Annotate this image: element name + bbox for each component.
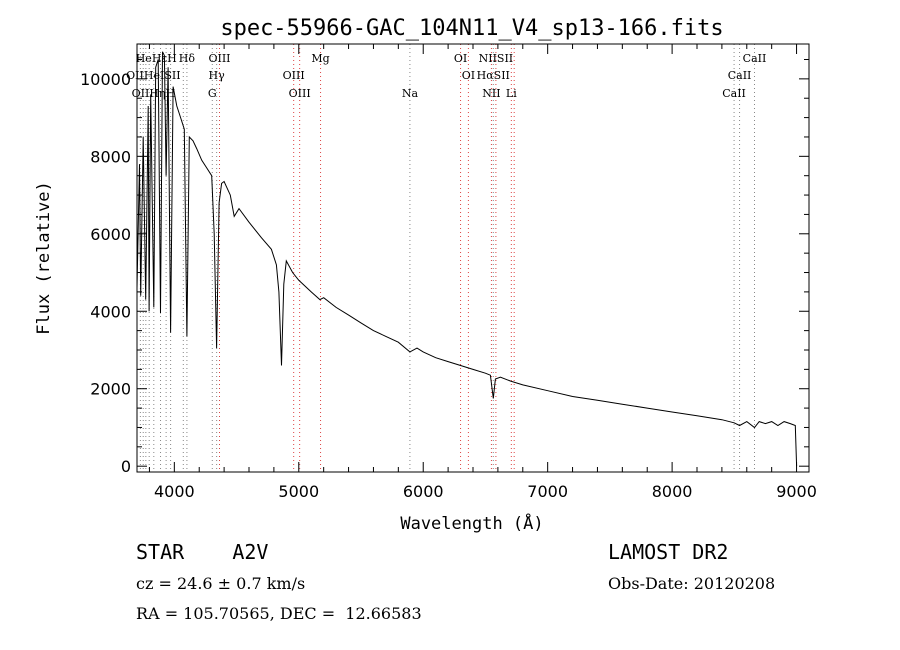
redshift-cz: cz = 24.6 ± 0.7 km/s xyxy=(136,574,306,593)
marker-label-5: CaII xyxy=(743,52,767,65)
object-class: STAR A2V xyxy=(136,540,269,564)
marker-label-11: G xyxy=(208,87,217,100)
marker-label-8: OI xyxy=(462,69,475,82)
marker-label-2: Mg xyxy=(311,52,329,65)
chart-title: spec-55966-GAC_104N11_V4_sp13-166.fits xyxy=(220,16,723,41)
observation-date: Obs-Date: 20120208 xyxy=(608,574,776,593)
y-tick-label-2000: 2000 xyxy=(90,380,131,399)
spectral-line-markers xyxy=(139,44,755,472)
marker-label-19: OIIHηH xyxy=(132,87,175,100)
marker-label-6: Hγ xyxy=(209,69,226,82)
marker-label-14: NII xyxy=(482,87,500,100)
plot-frame xyxy=(136,43,810,473)
x-axis-label: Wavelength (Å) xyxy=(400,512,543,534)
y-tick-label-0: 0 xyxy=(121,457,131,476)
y-axis-ticks: 0 2000 4000 6000 8000 10000 xyxy=(80,58,809,476)
y-tick-label-4000: 4000 xyxy=(90,302,131,321)
marker-label-7: OIII xyxy=(283,69,305,82)
marker-label-13: Na xyxy=(402,87,419,100)
x-tick-label-7000: 7000 xyxy=(527,482,568,501)
marker-label-15: Li xyxy=(506,87,517,100)
x-tick-label-6000: 6000 xyxy=(403,482,444,501)
marker-label-9: HαSII xyxy=(477,69,510,82)
x-tick-label-5000: 5000 xyxy=(278,482,319,501)
marker-label-16: CaII xyxy=(722,87,746,100)
ra-dec-coordinates: RA = 105.70565, DEC = 12.66583 xyxy=(136,604,422,623)
marker-label-1: OIII xyxy=(208,52,230,65)
spectrum-line xyxy=(136,51,798,467)
marker-label-4: NIISII xyxy=(479,52,514,65)
x-tick-label-4000: 4000 xyxy=(154,482,195,501)
x-tick-label-8000: 8000 xyxy=(652,482,693,501)
marker-label-0: Hδ xyxy=(179,52,196,65)
survey-name: LAMOST DR2 xyxy=(608,540,729,564)
marker-label-17: HeHεH xyxy=(136,52,177,65)
y-axis-label: Flux (relative) xyxy=(34,181,54,335)
y-tick-label-8000: 8000 xyxy=(90,147,131,166)
marker-label-12: OIII xyxy=(289,87,311,100)
x-axis-ticks: 4000 5000 6000 7000 8000 9000 xyxy=(148,44,817,501)
x-tick-label-9000: 9000 xyxy=(776,482,817,501)
marker-label-3: OI xyxy=(454,52,467,65)
y-tick-label-6000: 6000 xyxy=(90,225,131,244)
marker-label-10: CaII xyxy=(728,69,752,82)
marker-label-18: OIIHeISII xyxy=(126,69,180,82)
y-tick-label-10000: 10000 xyxy=(80,70,131,89)
